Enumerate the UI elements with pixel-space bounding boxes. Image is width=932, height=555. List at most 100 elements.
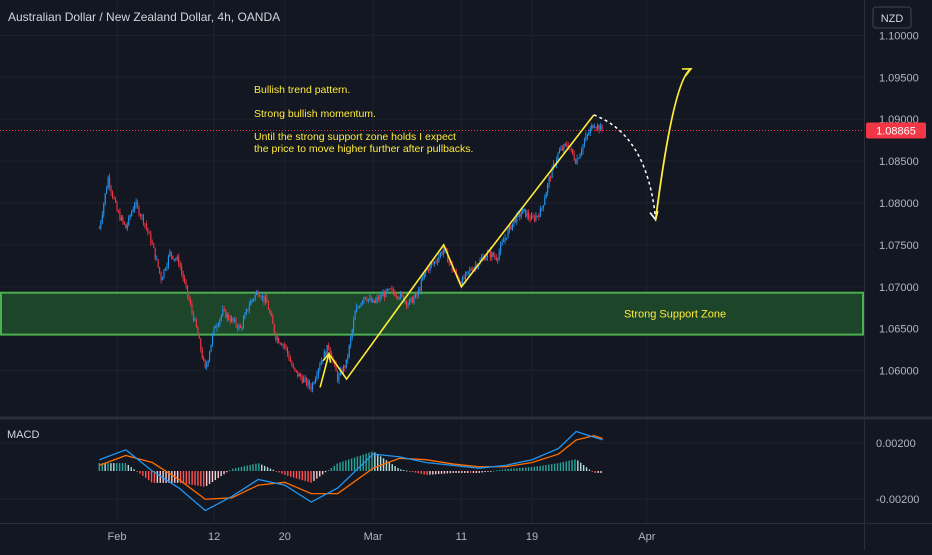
price-candle [326, 345, 328, 356]
price-candle [179, 264, 181, 267]
price-candle [400, 293, 402, 298]
price-candle [576, 158, 578, 164]
price-candle [498, 251, 500, 259]
price-tick-label: 1.07000 [879, 282, 919, 294]
price-candle [533, 217, 536, 221]
macd-histogram-bar [278, 471, 280, 473]
macd-histogram-bar [313, 471, 315, 481]
macd-histogram-bar [261, 464, 263, 471]
price-candle [561, 148, 563, 150]
currency-button[interactable]: NZD [872, 6, 912, 29]
price-candle [344, 366, 346, 368]
macd-histogram-bar [226, 471, 228, 473]
price-candle [311, 383, 314, 390]
price-candle [601, 125, 603, 131]
macd-histogram-bar [551, 464, 553, 471]
macd-histogram-bar [330, 467, 333, 471]
price-candle [575, 159, 577, 164]
price-candle [319, 364, 321, 370]
price-candle [310, 386, 312, 390]
price-candle [213, 326, 215, 335]
macd-axis[interactable]: 0.00200 -0.00200 [876, 438, 919, 506]
price-candle [501, 242, 503, 245]
macd-histogram-bar [464, 471, 466, 473]
macd-histogram-bar [162, 471, 164, 483]
macd-histogram-bar [411, 471, 414, 472]
macd-histogram-bar [98, 463, 101, 471]
price-candle [406, 301, 408, 306]
time-axis[interactable]: Feb 12 20 Mar 11 19 Apr [108, 531, 656, 543]
price-axis[interactable]: 1.100001.095001.090001.085001.080001.075… [879, 30, 919, 377]
price-candle [516, 213, 518, 223]
macd-histogram-bar [406, 470, 408, 472]
price-candle [436, 261, 438, 262]
price-candle [191, 304, 193, 313]
currency-label[interactable]: NZD [881, 13, 904, 25]
macd-histogram-bar [104, 463, 106, 471]
price-candle [369, 297, 371, 300]
price-candle [564, 144, 566, 146]
macd-histogram-bar [110, 463, 112, 471]
time-tick-label: 20 [279, 531, 291, 543]
price-candle [250, 300, 252, 306]
macd-histogram-bar [493, 470, 495, 472]
macd-histogram-bar [458, 471, 460, 473]
price-candle [148, 232, 150, 234]
price-candle [544, 198, 546, 206]
price-candle [304, 378, 306, 379]
price-candle [316, 375, 318, 379]
price-candle [370, 297, 372, 302]
price-candle [376, 297, 378, 301]
price-candle [411, 297, 413, 303]
price-candle [586, 134, 588, 136]
macd-histogram-bar [205, 471, 208, 486]
macd-histogram-bar [203, 471, 205, 487]
price-candle [394, 292, 396, 297]
price-candle [358, 306, 361, 308]
price-candle [172, 255, 174, 260]
price-candle [532, 216, 534, 218]
price-candle [248, 305, 250, 311]
price-candle [519, 212, 521, 217]
macd-histogram-bar [211, 471, 214, 483]
price-candle [220, 315, 222, 319]
price-candle [170, 251, 172, 256]
price-candle [278, 338, 280, 343]
price-candle [242, 318, 244, 328]
price-tick-label: 1.07500 [879, 240, 919, 252]
price-candle [281, 343, 283, 346]
price-candle [539, 208, 541, 217]
price-candle [530, 216, 533, 220]
price-candle [375, 300, 377, 303]
macd-histogram-bar [116, 463, 118, 471]
price-candle [398, 297, 400, 299]
price-candle [329, 348, 331, 353]
price-candle [372, 300, 374, 302]
macd-histogram-bar [403, 469, 405, 471]
price-candle [538, 215, 540, 217]
price-candle [579, 154, 581, 159]
price-candle [469, 269, 471, 272]
price-candle [451, 263, 453, 271]
macd-histogram-bar [220, 471, 222, 477]
macd-histogram-bar [266, 467, 269, 471]
price-candle [339, 370, 341, 375]
price-candle [294, 367, 296, 371]
macd-histogram-bar [600, 471, 602, 473]
price-candle [419, 290, 421, 291]
price-candle [151, 243, 153, 244]
macd-histogram-bar [562, 462, 565, 471]
price-candle [103, 203, 105, 215]
price-candle [431, 263, 433, 265]
price-candle [429, 264, 431, 271]
time-tick-label: Feb [108, 531, 127, 543]
macd-histogram-bar [200, 471, 202, 487]
price-candle [381, 295, 383, 297]
macd-histogram-bar [591, 471, 594, 472]
macd-histogram-bar [290, 471, 292, 477]
macd-histogram-bar [414, 471, 417, 473]
price-candle [217, 324, 219, 327]
